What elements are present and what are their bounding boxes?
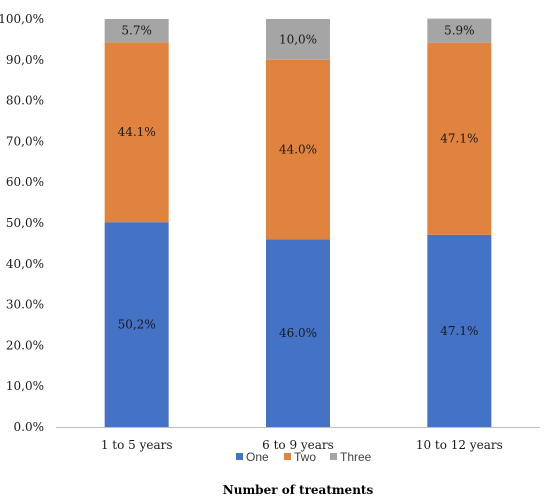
- y-tick-label: 80.0%: [6, 94, 44, 108]
- data-label: 44.0%: [279, 143, 317, 157]
- bar-segment-three: [104, 19, 169, 43]
- x-tick-label: 1 to 5 years: [101, 438, 173, 452]
- bar-segment-two: [427, 42, 492, 235]
- y-tick-label: 100,0%: [0, 12, 44, 26]
- data-label: 47.1%: [440, 132, 478, 146]
- data-label: 5.9%: [444, 24, 475, 38]
- y-tick-label: 60.0%: [6, 175, 44, 189]
- legend-label-one: One: [246, 450, 269, 464]
- legend-label-two: Two: [294, 450, 316, 464]
- y-axis: 0.0% 10,0% 20.0% 30.0% 40,0% 50,0% 60.0% 70,0% 8…: [0, 12, 44, 434]
- y-tick-label: 0.0%: [14, 420, 45, 434]
- bar-segment-two: [104, 42, 169, 223]
- data-label: 5.7%: [121, 24, 152, 38]
- y-tick-label: 70,0%: [6, 134, 44, 148]
- data-label: 50,2%: [118, 318, 156, 332]
- y-tick-label: 40,0%: [6, 257, 44, 271]
- bars: 50,2% 44.1% 5.7% 46.0% 44.0% 10,0% 47.1% 47.1% 5…: [104, 18, 492, 427]
- data-label: 44.1%: [118, 125, 156, 139]
- data-label: 10,0%: [279, 32, 317, 46]
- bar-segment-three: [427, 18, 492, 43]
- y-tick-label: 30.0%: [6, 298, 44, 312]
- y-tick-label: 90,0%: [6, 53, 44, 67]
- y-tick-label: 50,0%: [6, 216, 44, 230]
- legend: One Two Three: [236, 450, 372, 464]
- legend-label-three: Three: [340, 450, 372, 464]
- x-axis-title: Number of treatments: [223, 483, 374, 497]
- data-label: 46.0%: [279, 326, 317, 340]
- x-axis: 1 to 5 years 6 to 9 years 10 to 12 years: [101, 438, 503, 452]
- legend-swatch-two: [284, 453, 291, 460]
- x-tick-label: 6 to 9 years: [262, 438, 334, 452]
- bar-segment-three: [266, 19, 330, 60]
- y-tick-label: 10,0%: [6, 379, 44, 393]
- legend-swatch-three: [330, 453, 337, 460]
- x-tick-label: 10 to 12 years: [416, 438, 503, 452]
- y-tick-label: 20.0%: [6, 338, 44, 352]
- bar-segment-one: [104, 222, 169, 427]
- bar-segment-two: [266, 59, 330, 240]
- bar-segment-one: [427, 234, 492, 427]
- bar-segment-one: [266, 239, 330, 427]
- legend-swatch-one: [236, 453, 243, 460]
- data-label: 47.1%: [440, 324, 478, 338]
